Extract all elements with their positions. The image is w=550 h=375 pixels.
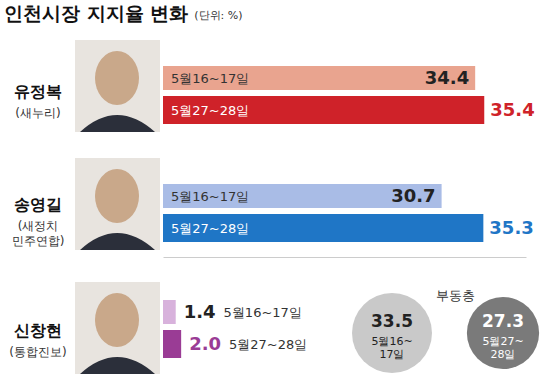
photo-suit bbox=[80, 357, 155, 374]
data-label: 34.4 bbox=[425, 67, 469, 88]
data-label: 35.4 bbox=[490, 99, 534, 120]
data-label: 35.3 bbox=[489, 217, 533, 238]
series-name: 5월16~17일 bbox=[171, 71, 249, 86]
series-name: 5월27~28일 bbox=[171, 221, 249, 236]
photo-suit bbox=[80, 115, 155, 132]
bar bbox=[163, 330, 181, 358]
x-axis-line bbox=[164, 257, 527, 258]
undecided-bubble bbox=[352, 293, 432, 373]
undecided-value: 33.5 bbox=[371, 311, 413, 331]
data-label: 1.4 bbox=[184, 301, 216, 322]
bar bbox=[163, 184, 442, 208]
party: (새누리) bbox=[15, 106, 60, 120]
candidate-name: 송영길 bbox=[14, 195, 62, 214]
bar bbox=[163, 96, 484, 124]
photos bbox=[75, 40, 160, 374]
photo bbox=[75, 158, 160, 250]
bar bbox=[163, 214, 483, 242]
undecided-date: 5월16~17일 bbox=[371, 335, 412, 361]
title: 인천시장 지지율 변화 bbox=[4, 2, 188, 24]
series-name: 5월16~17일 bbox=[224, 305, 302, 320]
data-label: 30.7 bbox=[391, 185, 435, 206]
undecided-label: 부동층 bbox=[436, 288, 475, 303]
bars bbox=[163, 66, 484, 358]
photo-face bbox=[95, 169, 139, 223]
candidate-name: 신창현 bbox=[14, 321, 62, 340]
photo-frame bbox=[75, 40, 160, 132]
photo bbox=[75, 282, 160, 374]
photo-face bbox=[95, 293, 139, 347]
subtitle: (단위: %) bbox=[194, 9, 242, 22]
candidate-name: 유정복 bbox=[14, 82, 62, 101]
party: (새정치민주연합) bbox=[12, 219, 65, 248]
photo-face bbox=[95, 51, 139, 105]
series-name: 5월27~28일 bbox=[229, 337, 307, 352]
series-name: 5월27~28일 bbox=[171, 103, 249, 118]
data-label: 2.0 bbox=[189, 333, 221, 354]
party: (통합진보) bbox=[9, 345, 66, 359]
bar bbox=[163, 66, 475, 90]
undecided-date: 5월27~28일 bbox=[482, 335, 523, 361]
photo-frame bbox=[75, 158, 160, 250]
photo bbox=[75, 40, 160, 132]
photo-suit bbox=[80, 233, 155, 250]
bar bbox=[163, 300, 176, 324]
series-name: 5월16~17일 bbox=[171, 189, 249, 204]
undecided: 부동층 33.5 5월16~17일 27.3 5월27~28일 bbox=[352, 288, 539, 373]
undecided-value: 27.3 bbox=[482, 311, 524, 331]
x-axis bbox=[164, 257, 527, 258]
undecided-bubble bbox=[467, 297, 539, 369]
photo-frame bbox=[75, 282, 160, 374]
